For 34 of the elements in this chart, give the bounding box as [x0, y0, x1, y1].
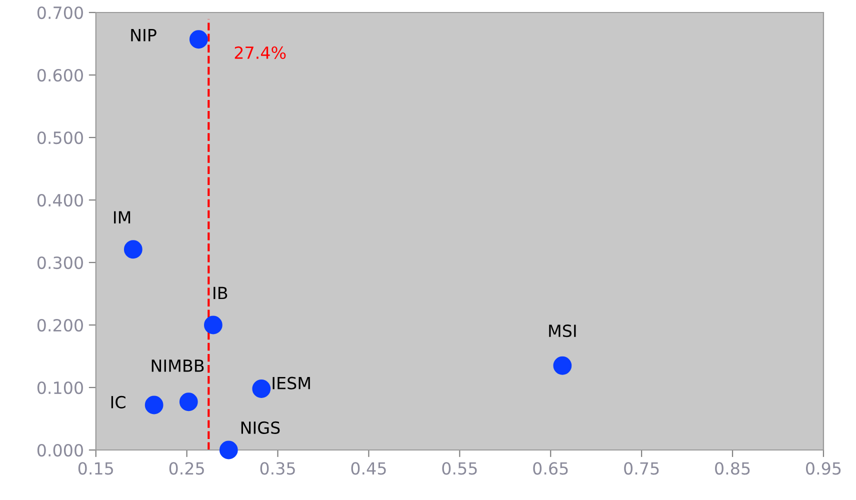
annotation: IESM — [272, 376, 310, 390]
point — [189, 30, 208, 49]
ref-line-label: 27.4% — [234, 46, 286, 60]
x-tick-label: 0.35 — [260, 462, 295, 475]
y-tick-label: 0.000 — [37, 444, 83, 457]
y-tick-label: 0.700 — [37, 6, 83, 20]
annotation: IB — [214, 286, 228, 300]
y-tick-label: 0.600 — [37, 68, 83, 82]
point — [204, 316, 222, 334]
annotation: MSI — [549, 324, 576, 338]
annotation: IC — [111, 396, 126, 408]
x-tick-label: 0.25 — [169, 462, 204, 475]
annotation: IM — [114, 211, 130, 224]
y-tick-label: 0.400 — [37, 194, 83, 207]
y-tick-label: 0.500 — [37, 131, 83, 144]
annotation: NIP — [131, 29, 156, 42]
x-tick-label: 0.45 — [351, 462, 386, 475]
point — [124, 240, 142, 259]
y-tick-label: 0.200 — [37, 318, 83, 332]
point — [553, 356, 572, 375]
x-tick-label: 0.15 — [78, 462, 113, 475]
x-tick-label: 0.95 — [806, 462, 841, 475]
point — [219, 440, 238, 460]
y-tick-label: 0.300 — [37, 256, 83, 270]
x-tick-label: 0.75 — [624, 462, 659, 475]
y-tick-label: 0.100 — [37, 381, 83, 394]
x-tick-label: 0.65 — [533, 462, 568, 475]
point — [144, 396, 164, 414]
point — [252, 380, 271, 398]
x-tick-label: 0.55 — [442, 462, 477, 475]
point — [179, 392, 198, 412]
x-tick-label: 0.85 — [715, 462, 750, 475]
annotation: NIGS — [241, 421, 280, 434]
annotation: NIMBB — [152, 360, 204, 372]
